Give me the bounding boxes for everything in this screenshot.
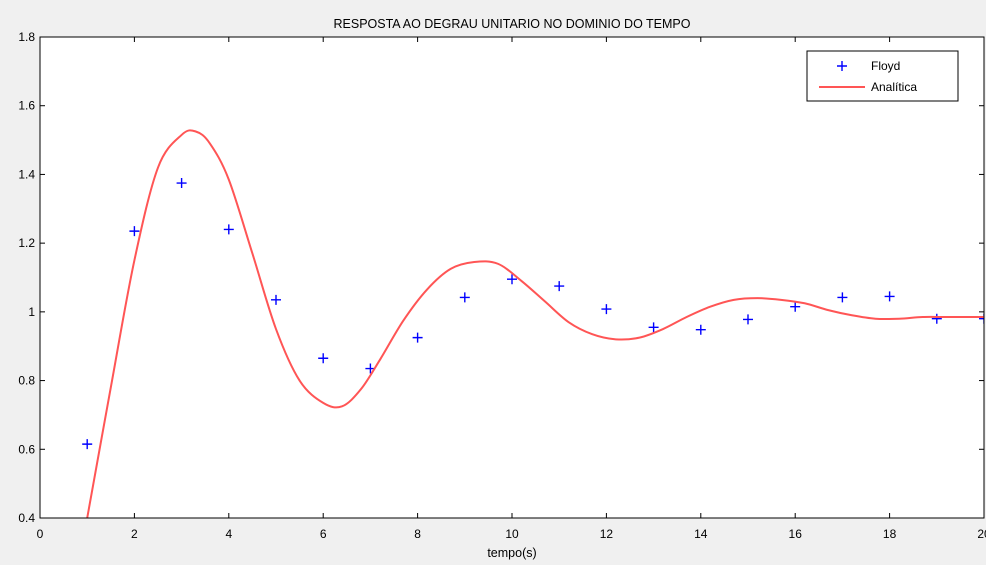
y-tick-label: 1.4 (18, 167, 35, 181)
chart-title: RESPOSTA AO DEGRAU UNITARIO NO DOMINIO D… (334, 17, 691, 31)
floyd-point (318, 353, 329, 364)
y-tick-label: 0.4 (18, 511, 35, 525)
legend-label: Floyd (871, 59, 900, 73)
floyd-point (837, 292, 848, 303)
floyd-point (979, 313, 984, 324)
floyd-point (271, 294, 281, 305)
floyd-point (412, 332, 423, 343)
x-axis-label: tempo(s) (487, 546, 536, 560)
floyd-point (507, 274, 517, 285)
y-tick-label: 1.2 (18, 236, 35, 250)
series-0 (82, 178, 984, 450)
floyd-point (176, 178, 187, 189)
x-tick-label: 6 (320, 527, 327, 541)
y-tick-label: 0.6 (18, 442, 35, 456)
x-tick-label: 12 (600, 527, 614, 541)
legend-marker-swatch (837, 61, 847, 71)
y-axis-ticks: 0.4 0.6 0.8 1 1.2 1.4 1.6 1.8 (18, 30, 984, 525)
x-tick-label: 10 (505, 527, 519, 541)
legend-items: Floyd Analítica (819, 59, 917, 94)
x-axis-ticks: 0 2 4 6 8 10 12 14 16 18 20 (37, 37, 986, 541)
floyd-point (82, 439, 93, 450)
legend-box (806, 50, 959, 102)
floyd-point (459, 292, 470, 303)
x-tick-label: 20 (977, 527, 986, 541)
x-tick-label: 16 (789, 527, 803, 541)
x-tick-label: 18 (883, 527, 897, 541)
y-tick-label: 0.8 (18, 374, 35, 388)
floyd-point (554, 281, 565, 292)
y-tick-label: 1.8 (18, 30, 35, 44)
floyd-point (884, 291, 895, 302)
floyd-point (601, 304, 612, 315)
x-tick-label: 2 (131, 527, 138, 541)
floyd-point (790, 301, 801, 312)
floyd-point (648, 322, 659, 333)
plot-area (39, 36, 985, 519)
floyd-point (223, 224, 234, 235)
legend: Floyd Analítica (806, 50, 959, 102)
floyd-point (743, 314, 753, 325)
y-tick-label: 1 (28, 305, 35, 319)
y-tick-label: 1.6 (18, 99, 35, 113)
analitica-line (86, 129, 984, 518)
legend-label: Analítica (871, 80, 917, 94)
floyd-point (931, 313, 942, 324)
floyd-point (129, 226, 140, 237)
series-1 (86, 129, 984, 518)
x-tick-label: 4 (225, 527, 232, 541)
x-tick-label: 14 (694, 527, 708, 541)
floyd-point (695, 324, 706, 335)
x-tick-label: 8 (414, 527, 421, 541)
x-tick-label: 0 (37, 527, 44, 541)
